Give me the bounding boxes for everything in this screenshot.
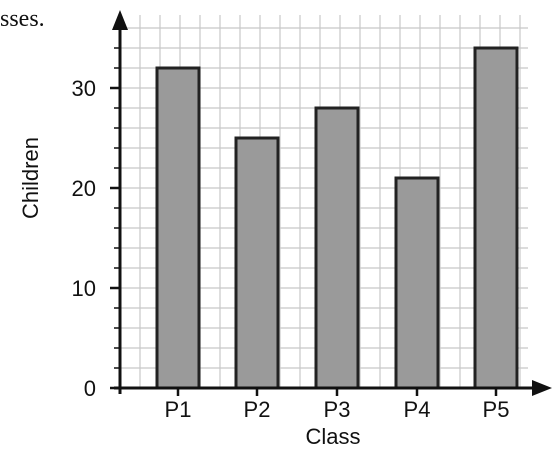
y-tick-label: 30 (72, 76, 96, 101)
y-tick-label: 10 (72, 276, 96, 301)
chart-axes (110, 10, 552, 396)
bar-p2 (234, 136, 280, 390)
x-tick-label-p3: P3 (324, 397, 351, 422)
x-tick-label-p1: P1 (165, 397, 192, 422)
bar-p1 (155, 66, 201, 390)
bar-p4 (394, 176, 440, 390)
bar-p5 (473, 46, 519, 390)
cropped-caption-text: sses. (0, 6, 45, 32)
y-tick-label: 0 (84, 376, 96, 401)
x-tick-label-p4: P4 (404, 397, 431, 422)
y-axis-arrow (112, 10, 128, 30)
x-tick-label-p5: P5 (483, 397, 510, 422)
x-tick-label-p2: P2 (244, 397, 271, 422)
x-axis-arrow (532, 380, 552, 396)
y-axis-title: Children (18, 137, 43, 219)
chart-labels: 0 10 20 30 P1 P2 P3 P4 P5 (72, 76, 510, 422)
y-tick-label: 20 (72, 176, 96, 201)
bar-p3 (314, 106, 360, 390)
chart-bars (155, 46, 519, 390)
x-axis-title: Class (305, 424, 360, 449)
